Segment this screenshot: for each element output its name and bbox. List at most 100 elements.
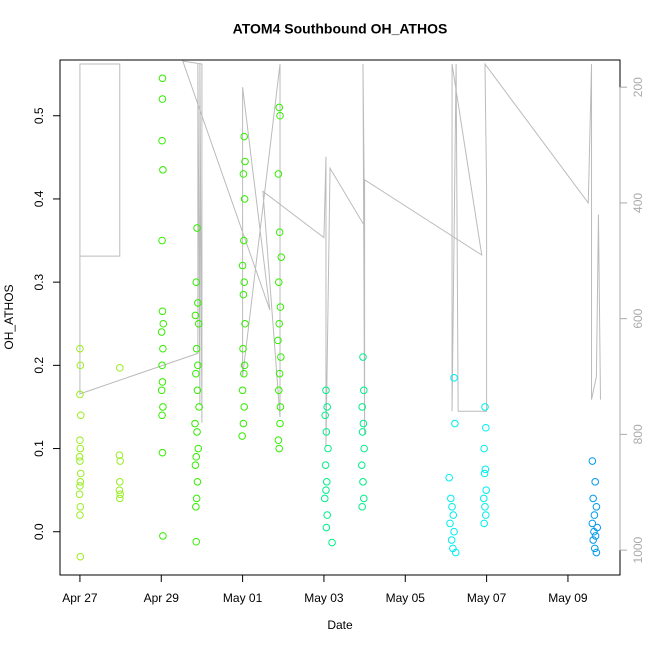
y-tick-label: 0.5 xyxy=(32,107,46,124)
data-point xyxy=(450,374,458,382)
data-point xyxy=(76,436,84,445)
data-point xyxy=(481,403,489,411)
data-point xyxy=(359,353,367,361)
data-point xyxy=(328,538,336,547)
x-axis-label: Date xyxy=(327,618,353,632)
data-point xyxy=(158,361,166,370)
y2-tick-label: 200 xyxy=(631,77,645,97)
data-point xyxy=(358,502,366,511)
y-tick-label: 0.0 xyxy=(32,523,46,540)
data-point xyxy=(76,390,84,399)
data-point xyxy=(276,303,285,311)
data-point xyxy=(240,369,248,378)
data-point xyxy=(194,444,203,453)
data-point xyxy=(157,328,166,336)
data-point xyxy=(322,386,330,395)
data-point xyxy=(191,311,200,320)
data-point xyxy=(589,494,597,503)
y-tick-label: 0.3 xyxy=(32,273,46,290)
data-point xyxy=(116,490,124,499)
data-point xyxy=(588,457,597,465)
data-point xyxy=(76,457,84,465)
data-point xyxy=(158,307,167,316)
y-tick-label: 0.1 xyxy=(32,440,46,457)
data-point xyxy=(240,361,249,370)
data-point xyxy=(481,423,490,432)
data-point xyxy=(76,552,85,561)
data-point xyxy=(590,527,598,536)
data-point xyxy=(159,344,167,353)
data-point xyxy=(76,344,84,353)
data-point xyxy=(323,403,331,411)
data-point xyxy=(322,478,331,486)
data-point xyxy=(359,494,368,503)
data-point xyxy=(479,494,488,503)
data-point xyxy=(274,436,283,445)
data-point xyxy=(447,536,456,544)
data-point xyxy=(481,502,489,511)
data-point xyxy=(241,319,249,328)
pressure-line xyxy=(79,60,601,446)
data-point xyxy=(75,490,84,499)
data-point xyxy=(321,461,330,469)
data-point xyxy=(239,290,248,299)
data-point xyxy=(277,253,286,261)
data-point xyxy=(158,448,167,457)
data-point xyxy=(240,195,249,203)
data-point xyxy=(158,136,166,145)
data-point xyxy=(76,511,84,519)
data-point xyxy=(359,419,368,428)
data-point xyxy=(194,361,202,370)
data-point xyxy=(240,278,249,286)
y2-tick-label: 400 xyxy=(631,193,645,213)
data-point xyxy=(241,157,249,166)
data-point xyxy=(76,361,85,370)
data-point xyxy=(192,453,201,461)
data-point xyxy=(191,419,199,428)
data-point xyxy=(76,444,85,453)
x-tick-label: May 09 xyxy=(548,591,588,605)
y2-tick-label: 800 xyxy=(631,424,645,444)
data-point xyxy=(276,403,285,411)
y2-tick-label: 1000 xyxy=(631,536,645,563)
data-point xyxy=(115,478,124,486)
data-point xyxy=(76,469,85,478)
data-point xyxy=(274,386,283,395)
data-point xyxy=(274,170,283,178)
plot-frame xyxy=(59,59,621,576)
data-point xyxy=(480,444,488,453)
data-point xyxy=(450,527,458,536)
data-point xyxy=(274,336,282,345)
x-tick-label: Apr 29 xyxy=(144,591,180,605)
data-point xyxy=(591,532,600,540)
data-point xyxy=(358,403,366,411)
data-point xyxy=(238,432,246,440)
data-point xyxy=(320,494,329,503)
data-point xyxy=(357,461,366,469)
data-point xyxy=(238,261,247,270)
data-point xyxy=(592,548,601,557)
data-point xyxy=(445,473,453,482)
data-point xyxy=(588,519,597,528)
data-point xyxy=(324,444,332,453)
data-point xyxy=(275,103,284,112)
y-tick-label: 0.4 xyxy=(32,190,46,207)
data-point xyxy=(193,428,201,436)
data-point xyxy=(482,486,491,494)
x-tick-label: May 07 xyxy=(467,591,507,605)
data-point xyxy=(192,494,201,503)
data-point xyxy=(240,132,249,141)
data-point xyxy=(193,478,202,486)
data-point xyxy=(193,224,201,232)
x-tick-label: May 01 xyxy=(223,591,263,605)
data-point xyxy=(193,386,202,395)
data-point xyxy=(322,486,330,494)
data-point xyxy=(238,386,247,395)
data-point xyxy=(76,478,85,486)
data-point xyxy=(359,478,367,486)
data-point xyxy=(159,166,167,174)
data-point xyxy=(589,536,597,544)
data-point xyxy=(159,403,167,411)
data-point xyxy=(322,428,331,436)
data-point xyxy=(158,411,166,420)
